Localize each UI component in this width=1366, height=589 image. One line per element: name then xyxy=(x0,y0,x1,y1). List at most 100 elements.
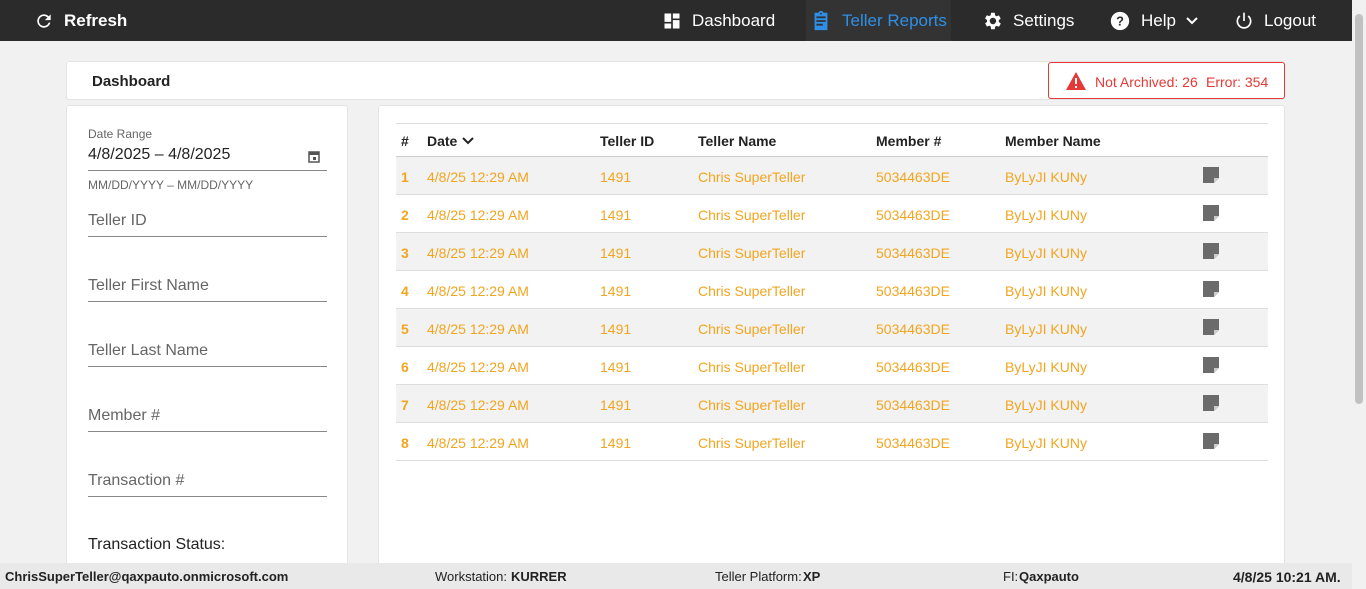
note-icon[interactable] xyxy=(1203,357,1219,373)
filter-panel xyxy=(66,105,348,575)
filter-placeholder: Teller First Name xyxy=(88,277,209,294)
cell: 1491 xyxy=(600,207,632,223)
warning-icon xyxy=(1066,72,1086,90)
nav-label: Help xyxy=(1141,10,1176,30)
cell: 4/8/25 12:29 AM xyxy=(427,435,529,451)
not-archived: Not Archived: 26 xyxy=(1095,74,1198,90)
note-icon[interactable] xyxy=(1203,167,1219,183)
cell: ByLyJI KUNy xyxy=(1005,283,1087,299)
alert-box[interactable]: Not Archived: 26 Error: 354 xyxy=(1048,62,1285,99)
cell: 5034463DE xyxy=(876,207,950,223)
date-hint: MM/DD/YYYY – MM/DD/YYYY xyxy=(88,178,254,192)
cell: 4/8/25 12:29 AM xyxy=(427,359,529,375)
fi: Qaxpauto xyxy=(1019,569,1079,584)
user: ChrisSuperTeller@qaxpauto.onmicrosoft.co… xyxy=(5,569,289,584)
cell: Chris SuperTeller xyxy=(698,245,806,261)
filter-input[interactable]: Transaction # xyxy=(88,472,327,497)
scrollbar[interactable] xyxy=(1352,0,1366,589)
refresh-label: Refresh xyxy=(64,10,128,30)
filter-placeholder: Teller ID xyxy=(88,212,147,229)
note-icon[interactable] xyxy=(1203,243,1219,259)
column-header: Member # xyxy=(876,133,942,149)
cell: ByLyJI KUNy xyxy=(1005,207,1087,223)
cell: 4/8/25 12:29 AM xyxy=(427,321,529,337)
table-row[interactable]: 1 4/8/25 12:29 AM 1491 Chris SuperTeller 503… xyxy=(396,157,1268,195)
cell: ByLyJI KUNy xyxy=(1005,321,1087,337)
cell: 5034463DE xyxy=(876,359,950,375)
filter-placeholder: Member # xyxy=(88,407,161,424)
nav-label: Logout xyxy=(1264,10,1316,30)
cell: 5034463DE xyxy=(876,435,950,451)
filter-input[interactable]: Member # xyxy=(88,407,327,432)
error-count: Error: 354 xyxy=(1206,74,1269,90)
nav-logout[interactable]: Logout xyxy=(1234,0,1316,41)
cell: 1491 xyxy=(600,245,632,261)
cell: 4/8/25 12:29 AM xyxy=(427,283,529,299)
refresh-button[interactable]: Refresh xyxy=(34,0,127,41)
svg-text:?: ? xyxy=(1116,13,1124,28)
status-bar: ChrisSuperTeller@qaxpauto.onmicrosoft.co… xyxy=(0,563,1352,589)
cell: Chris SuperTeller xyxy=(698,397,806,413)
note-icon[interactable] xyxy=(1203,319,1219,335)
cell: 5034463DE xyxy=(876,321,950,337)
cell: 1491 xyxy=(600,359,632,375)
cell: ByLyJI KUNy xyxy=(1005,359,1087,375)
cell: 6 xyxy=(401,359,409,375)
cell: ByLyJI KUNy xyxy=(1005,397,1087,413)
cell: 1491 xyxy=(600,397,632,413)
filter-placeholder: Teller Last Name xyxy=(88,342,209,359)
column-header[interactable]: Date xyxy=(427,133,475,149)
date-range-label: Date Range xyxy=(88,127,153,141)
filter-input[interactable]: Teller ID xyxy=(88,212,327,237)
table-row[interactable]: 5 4/8/25 12:29 AM 1491 Chris SuperTeller 503… xyxy=(396,309,1268,347)
cell: 1491 xyxy=(600,283,632,299)
cell: 1 xyxy=(401,169,409,185)
cell: 5034463DE xyxy=(876,245,950,261)
filter-placeholder: Transaction # xyxy=(88,472,185,489)
table-row[interactable]: 3 4/8/25 12:29 AM 1491 Chris SuperTeller 503… xyxy=(396,233,1268,271)
cell: 1491 xyxy=(600,435,632,451)
cell: 4 xyxy=(401,283,409,299)
nav-label: Settings xyxy=(1013,10,1075,30)
table-row[interactable]: 4 4/8/25 12:29 AM 1491 Chris SuperTeller 503… xyxy=(396,271,1268,309)
column-header: Teller ID xyxy=(600,133,655,149)
cell: 4/8/25 12:29 AM xyxy=(427,397,529,413)
table-row[interactable]: 2 4/8/25 12:29 AM 1491 Chris SuperTeller 503… xyxy=(396,195,1268,233)
table-row[interactable]: 8 4/8/25 12:29 AM 1491 Chris SuperTeller 503… xyxy=(396,423,1268,461)
cell: 5 xyxy=(401,321,409,337)
nav-teller-reports[interactable]: Teller Reports xyxy=(806,0,951,41)
cell: 8 xyxy=(401,435,409,451)
cell: Chris SuperTeller xyxy=(698,435,806,451)
cell: 1491 xyxy=(600,321,632,337)
cell: 4/8/25 12:29 AM xyxy=(427,169,529,185)
page-title: Dashboard xyxy=(92,73,171,90)
table-row[interactable]: 7 4/8/25 12:29 AM 1491 Chris SuperTeller 503… xyxy=(396,385,1268,423)
nav-dashboard[interactable]: Dashboard xyxy=(662,0,775,41)
cell: 5034463DE xyxy=(876,169,950,185)
cell: 5034463DE xyxy=(876,283,950,299)
cell: Chris SuperTeller xyxy=(698,169,806,185)
note-icon[interactable] xyxy=(1203,433,1219,449)
cell: 7 xyxy=(401,397,409,413)
note-icon[interactable] xyxy=(1203,205,1219,221)
fi-label: FI: xyxy=(1003,569,1019,584)
nav-help[interactable]: ? Help xyxy=(1109,0,1198,41)
date-range-input[interactable]: 4/8/2025 – 4/8/2025 xyxy=(88,146,327,171)
table-header: # Date Teller ID Teller Name Member # Member … xyxy=(396,123,1268,157)
calendar-icon[interactable] xyxy=(308,150,320,163)
cell: 2 xyxy=(401,207,409,223)
cell: Chris SuperTeller xyxy=(698,321,806,337)
cell: 1491 xyxy=(600,169,632,185)
datetime: 4/8/25 10:21 AM. xyxy=(1233,569,1341,585)
table-row[interactable]: 6 4/8/25 12:29 AM 1491 Chris SuperTeller 503… xyxy=(396,347,1268,385)
cell: Chris SuperTeller xyxy=(698,207,806,223)
cell: Chris SuperTeller xyxy=(698,283,806,299)
sort-icon[interactable] xyxy=(462,136,475,146)
note-icon[interactable] xyxy=(1203,281,1219,297)
nav-settings[interactable]: Settings xyxy=(981,0,1074,41)
column-header: Member Name xyxy=(1005,133,1101,149)
note-icon[interactable] xyxy=(1203,395,1219,411)
platform: XP xyxy=(803,569,821,584)
filter-input[interactable]: Teller First Name xyxy=(88,277,327,302)
filter-input[interactable]: Teller Last Name xyxy=(88,342,327,367)
